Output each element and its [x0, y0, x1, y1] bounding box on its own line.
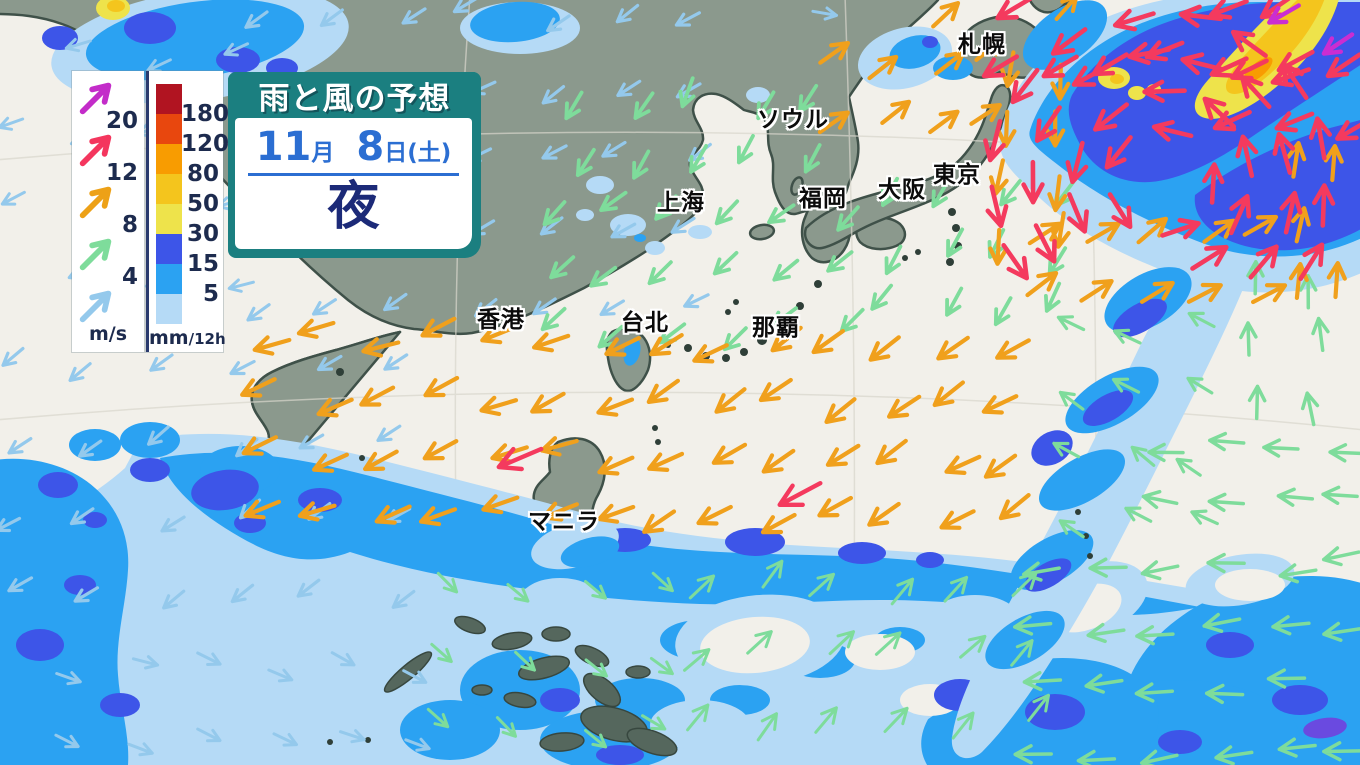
forecast-date: 11月 8日(土): [235, 124, 472, 170]
rain-level-80: 80: [186, 161, 219, 187]
rain-level-180: 180: [181, 101, 230, 127]
date-month-unit: 月: [311, 140, 335, 166]
rain-level-120: 120: [181, 131, 230, 157]
rain-swatch-30: [156, 204, 182, 234]
forecast-date-panel: 11月 8日(土) 夜: [235, 118, 472, 249]
wind-speed-4: 4: [121, 264, 138, 290]
wind-speed-12: 12: [105, 160, 138, 186]
wind-speed-legend: 20 12 8 4 m/s: [72, 71, 144, 352]
wind-unit: m/s: [88, 323, 128, 345]
city-label: 上海: [657, 190, 705, 216]
land-cheju: [748, 223, 776, 241]
date-day-unit: 日: [384, 140, 408, 166]
date-divider: [248, 173, 459, 176]
rain-level-15: 15: [186, 251, 219, 277]
city-label: 台北: [621, 310, 669, 336]
rain-swatch-5: [156, 264, 182, 294]
wind-arrow-min-icon: [79, 290, 112, 323]
rain-swatch-min: [156, 294, 182, 324]
rain-amount-legend: 180 120 80 50 30 15 5 mm/12h: [146, 71, 230, 352]
wind-arrow-20-icon: [79, 82, 112, 115]
city-label: 福岡: [799, 186, 847, 212]
city-label: マニラ: [528, 509, 600, 535]
forecast-title: 雨と風の予想: [258, 80, 451, 117]
rain-swatch-120: [156, 114, 182, 144]
city-label: 東京: [933, 162, 981, 188]
wind-arrow-12-icon: [79, 134, 112, 167]
rain-level-30: 30: [186, 221, 219, 247]
city-label: 香港: [477, 307, 525, 333]
rain-swatch-15: [156, 234, 182, 264]
rain-swatch-180: [156, 84, 182, 114]
city-label: 那覇: [752, 315, 800, 341]
city-label: ソウル: [757, 107, 829, 133]
land-tsushima: [790, 176, 804, 196]
rain-level-50: 50: [186, 191, 219, 217]
wind-speed-20: 20: [105, 108, 138, 134]
forecast-period: 夜: [327, 177, 380, 237]
rain-unit: mm/12h: [149, 327, 226, 349]
date-day: 8: [356, 124, 385, 170]
wind-arrow-4-icon: [79, 238, 112, 271]
rain-swatch-50: [156, 174, 182, 204]
date-month: 11: [255, 124, 312, 170]
forecast-title-box: 雨と風の予想 11月 8日(土) 夜: [228, 72, 481, 258]
forecast-title-band: 雨と風の予想: [228, 72, 481, 118]
city-label: 札幌: [958, 32, 1006, 58]
wind-arrow-8-icon: [79, 186, 112, 219]
city-label: 大阪: [878, 177, 926, 203]
wind-speed-8: 8: [121, 212, 138, 238]
rain-swatch-80: [156, 144, 182, 174]
rain-level-5: 5: [202, 281, 219, 307]
date-weekday: (土): [407, 140, 452, 166]
